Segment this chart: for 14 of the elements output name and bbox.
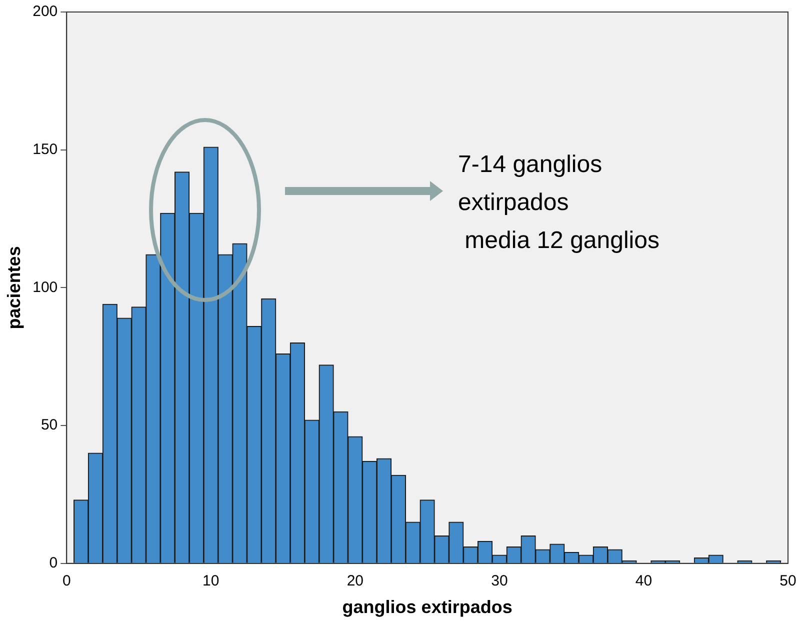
y-tick-label: 150 bbox=[32, 140, 58, 158]
x-tick-label: 10 bbox=[202, 572, 220, 590]
y-tick-label: 50 bbox=[40, 416, 58, 434]
y-axis-title: pacientes bbox=[4, 246, 24, 330]
y-tick-label: 100 bbox=[32, 278, 58, 296]
x-tick-label: 40 bbox=[635, 572, 652, 590]
annotation: 7-14 ganglios extirpados media 12 ganglios bbox=[458, 150, 660, 256]
x-tick-label: 50 bbox=[780, 572, 796, 590]
x-axis-title: ganglios extirpados bbox=[342, 597, 512, 618]
y-tick-label: 0 bbox=[49, 554, 58, 572]
x-tick-label: 20 bbox=[346, 572, 364, 590]
x-tick-label: 0 bbox=[62, 572, 71, 590]
y-tick-label: 200 bbox=[32, 3, 58, 20]
x-tick-label: 30 bbox=[491, 572, 508, 590]
